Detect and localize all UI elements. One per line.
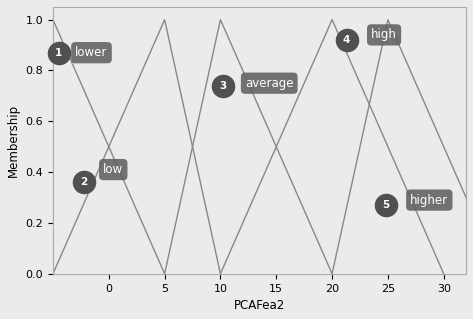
- Y-axis label: Membership: Membership: [7, 104, 20, 177]
- Text: low: low: [103, 163, 123, 176]
- Point: [343, 37, 350, 42]
- Text: 4: 4: [343, 35, 350, 45]
- Point: [382, 203, 389, 208]
- Text: 5: 5: [382, 200, 389, 210]
- Text: lower: lower: [75, 46, 108, 59]
- Text: higher: higher: [410, 194, 448, 207]
- Text: 2: 2: [80, 177, 88, 187]
- Text: average: average: [245, 77, 294, 90]
- Text: high: high: [371, 28, 397, 41]
- Point: [219, 83, 227, 88]
- X-axis label: PCAFea2: PCAFea2: [234, 299, 285, 312]
- Point: [55, 50, 62, 55]
- Text: 3: 3: [219, 81, 226, 91]
- Point: [80, 180, 88, 185]
- Text: 1: 1: [55, 48, 62, 58]
